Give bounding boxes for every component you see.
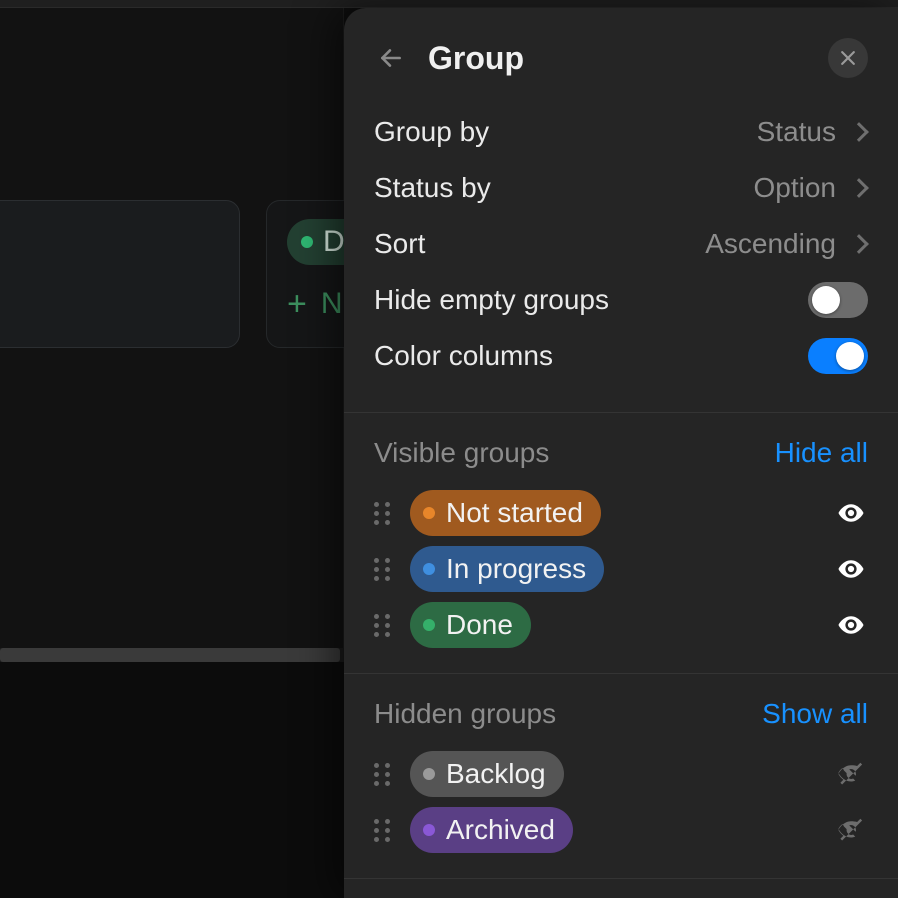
toggle-knob (836, 342, 864, 370)
arrow-left-icon (378, 45, 404, 71)
group-tag-label: Not started (446, 495, 583, 531)
group-tag[interactable]: Archived (410, 807, 573, 853)
top-bar (0, 0, 898, 8)
eye-off-icon (836, 815, 866, 845)
option-label: Color columns (374, 340, 553, 372)
hide-group-button[interactable] (834, 496, 868, 530)
option-status-by[interactable]: Status by Option (374, 160, 868, 216)
group-tag-label: In progress (446, 551, 586, 587)
group-row: Not started (374, 485, 868, 541)
eye-icon (836, 610, 866, 640)
section-title: Hidden groups (374, 698, 556, 730)
close-button[interactable] (828, 38, 868, 78)
option-label: Hide empty groups (374, 284, 609, 316)
group-tag-label: Archived (446, 812, 555, 848)
eye-icon (836, 554, 866, 584)
panel-header: Group (344, 8, 898, 98)
group-tag-label: Backlog (446, 756, 546, 792)
hide-group-button[interactable] (834, 608, 868, 642)
divider (344, 878, 898, 879)
visible-groups-list: Not started In progress Done (374, 485, 868, 653)
option-label: Group by (374, 116, 489, 148)
option-value[interactable]: Option (754, 172, 869, 204)
chevron-right-icon (849, 234, 869, 254)
option-color-columns: Color columns (374, 328, 868, 384)
option-value-text: Status (757, 116, 836, 148)
option-group-by[interactable]: Group by Status (374, 104, 868, 160)
show-all-button[interactable]: Show all (762, 698, 868, 730)
close-icon (838, 48, 858, 68)
option-value-text: Option (754, 172, 837, 204)
group-row: Archived (374, 802, 868, 858)
chevron-right-icon (849, 178, 869, 198)
option-value[interactable]: Status (757, 116, 868, 148)
options-section: Group by Status Status by Option Sort As… (344, 98, 898, 402)
option-hide-empty-groups: Hide empty groups (374, 272, 868, 328)
status-dot-icon (423, 824, 435, 836)
option-value-text: Ascending (705, 228, 836, 260)
group-tag[interactable]: Done (410, 602, 531, 648)
show-group-button[interactable] (834, 813, 868, 847)
section-header: Visible groups Hide all (374, 437, 868, 469)
status-dot-icon (423, 563, 435, 575)
plus-icon: + (287, 287, 307, 321)
drag-handle-icon[interactable] (374, 614, 392, 637)
show-group-button[interactable] (834, 757, 868, 791)
group-settings-panel: Group Group by Status Status by Option S… (344, 8, 898, 898)
hide-group-button[interactable] (834, 552, 868, 586)
option-label: Sort (374, 228, 425, 260)
drag-handle-icon[interactable] (374, 558, 392, 581)
panel-title: Group (428, 40, 808, 77)
hide-all-button[interactable]: Hide all (775, 437, 868, 469)
horizontal-scrollbar[interactable] (0, 648, 344, 662)
group-row: In progress (374, 541, 868, 597)
back-button[interactable] (374, 41, 408, 75)
option-sort[interactable]: Sort Ascending (374, 216, 868, 272)
drag-handle-icon[interactable] (374, 819, 392, 842)
toggle-hide-empty-groups[interactable] (808, 282, 868, 318)
status-dot-icon (423, 507, 435, 519)
group-tag[interactable]: Backlog (410, 751, 564, 797)
toggle-color-columns[interactable] (808, 338, 868, 374)
group-row: Done (374, 597, 868, 653)
status-dot-icon (301, 236, 313, 248)
hidden-groups-section: Hidden groups Show all Backlog Archived (344, 674, 898, 868)
status-dot-icon (423, 768, 435, 780)
group-row: Backlog (374, 746, 868, 802)
hidden-groups-list: Backlog Archived (374, 746, 868, 858)
option-label: Status by (374, 172, 491, 204)
new-item-label: N (321, 287, 343, 321)
group-tag-label: Done (446, 607, 513, 643)
group-tag[interactable]: Not started (410, 490, 601, 536)
section-title: Visible groups (374, 437, 549, 469)
section-header: Hidden groups Show all (374, 698, 868, 730)
drag-handle-icon[interactable] (374, 763, 392, 786)
toggle-knob (812, 286, 840, 314)
chevron-right-icon (849, 122, 869, 142)
drag-handle-icon[interactable] (374, 502, 392, 525)
visible-groups-section: Visible groups Hide all Not started In pr… (344, 413, 898, 663)
eye-off-icon (836, 759, 866, 789)
eye-icon (836, 498, 866, 528)
board-card[interactable] (0, 200, 240, 348)
scrollbar-thumb[interactable] (0, 648, 340, 662)
status-dot-icon (423, 619, 435, 631)
group-tag[interactable]: In progress (410, 546, 604, 592)
option-value[interactable]: Ascending (705, 228, 868, 260)
